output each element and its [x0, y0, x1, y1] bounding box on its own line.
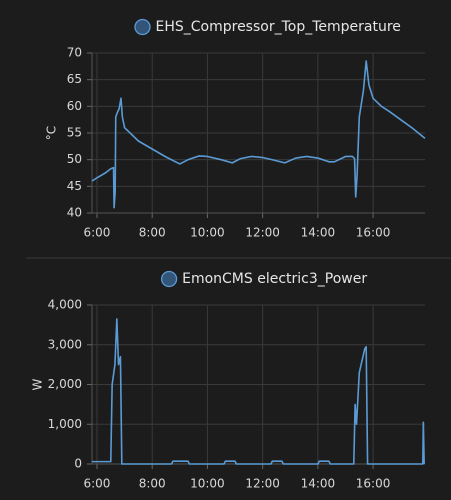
legend-label[interactable]: EHS_Compressor_Top_Temperature: [156, 19, 401, 35]
legend-marker[interactable]: [134, 18, 151, 36]
x-tick-label: 14:00: [301, 226, 336, 240]
data-line: [91, 60, 426, 209]
y-tick-label: 60: [67, 99, 82, 113]
x-tick-label: 10:00: [190, 477, 225, 491]
y-tick-label: 2,000: [48, 377, 82, 391]
y-tick-label: 0: [74, 457, 82, 471]
x-tick-label: 16:00: [356, 226, 391, 240]
data-line: [92, 318, 425, 465]
x-tick-label: 6:00: [83, 477, 110, 491]
y-tick-label: 45: [67, 179, 82, 193]
y-tick-label: 65: [67, 72, 82, 86]
x-tick-label: 8:00: [139, 226, 166, 240]
y-tick-label: 50: [67, 152, 82, 166]
x-tick-label: 8:00: [139, 477, 166, 491]
y-tick-label: 1,000: [48, 417, 82, 431]
y-tick-label: 70: [67, 46, 82, 60]
x-tick-label: 6:00: [83, 226, 110, 240]
x-tick-label: 10:00: [190, 226, 225, 240]
x-tick-label: 12:00: [245, 226, 280, 240]
x-tick-label: 16:00: [356, 477, 391, 491]
legend-marker[interactable]: [160, 270, 178, 288]
y-tick-label: 3,000: [48, 337, 82, 351]
y-tick-label: 4,000: [48, 298, 82, 312]
y-tick-label: 40: [67, 206, 82, 220]
y-axis-label: W: [31, 378, 45, 390]
y-tick-label: 55: [67, 126, 82, 140]
legend-label[interactable]: EmonCMS electric3_Power: [182, 271, 367, 287]
y-axis-label: °C: [45, 126, 59, 140]
x-tick-label: 14:00: [301, 477, 336, 491]
x-tick-label: 12:00: [245, 477, 280, 491]
